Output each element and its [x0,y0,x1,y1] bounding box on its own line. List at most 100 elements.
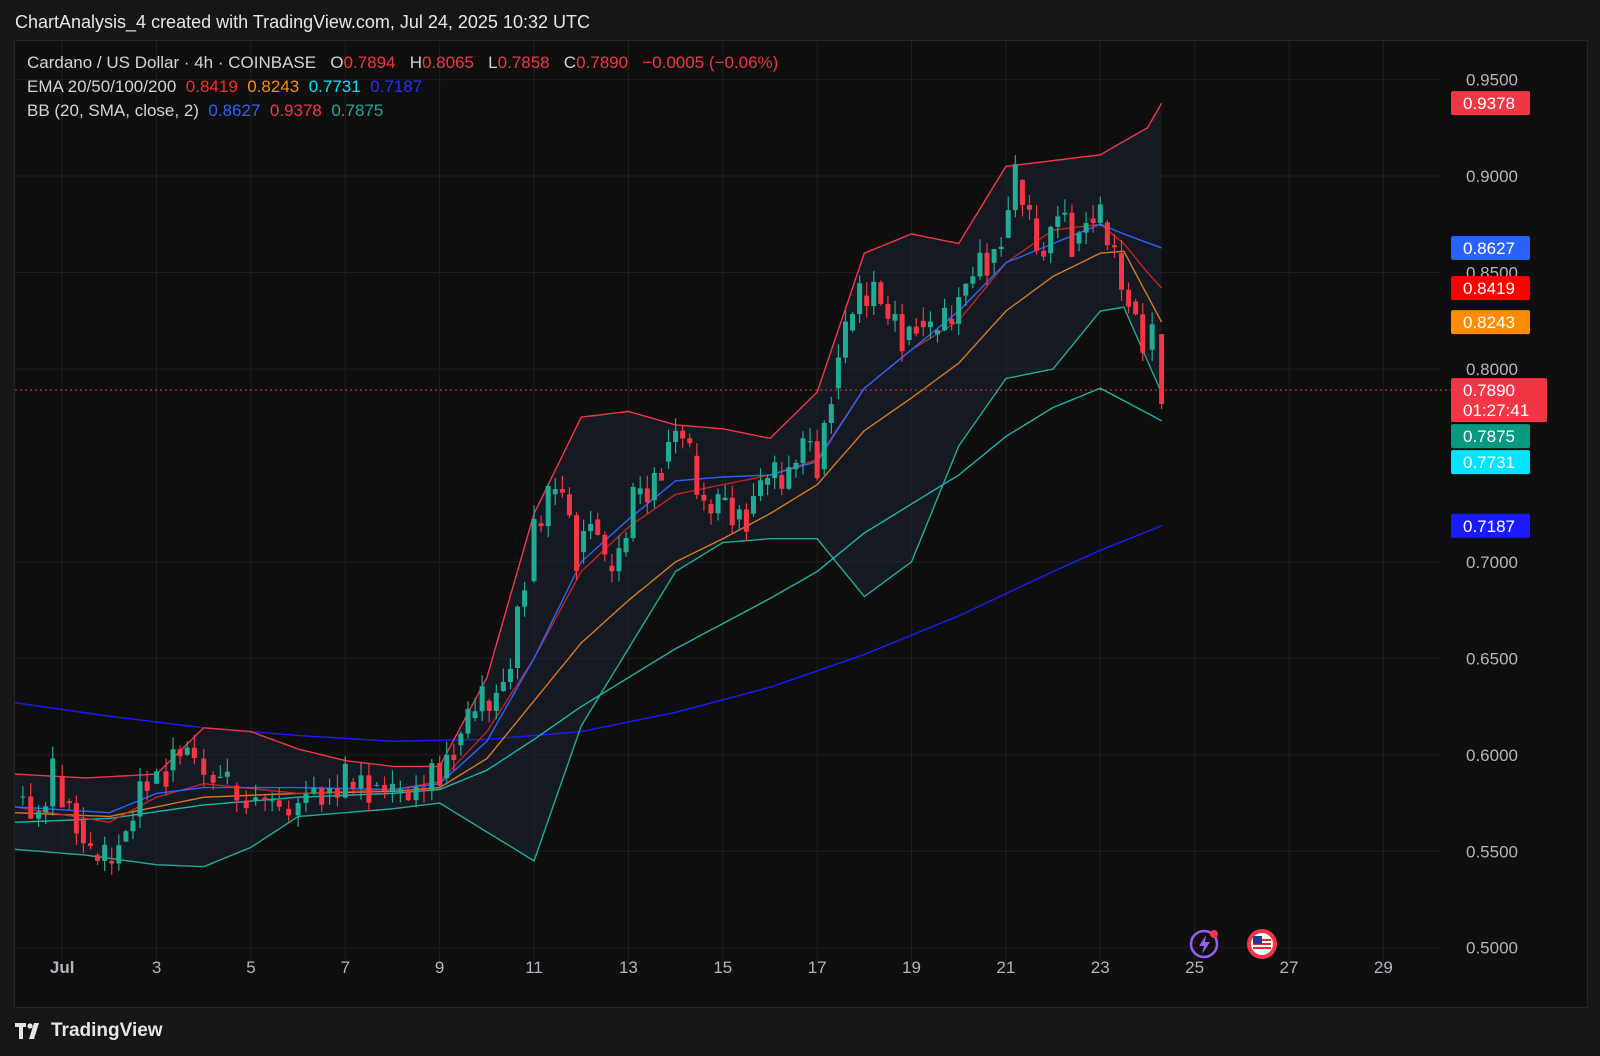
candle-body [1026,205,1032,210]
bb-lower-value: 0.7875 [331,101,384,120]
symbol-legend: Cardano / US Dollar · 4h · COINBASE O0.7… [27,53,778,73]
candle-body [73,803,79,834]
candle-down [286,800,292,822]
candle-up [977,239,983,280]
candle-body [779,475,785,489]
candle-up [545,483,551,538]
price-chart[interactable]: 0.50000.55000.60000.65000.70000.80000.85… [15,41,1587,1007]
candle-body [871,281,877,307]
price-tag-label: 0.7875 [1463,427,1515,446]
bb-basis-line [15,223,1162,814]
candle-up [389,770,395,803]
candle-up [522,581,528,617]
candle-body [1140,314,1146,353]
candle-up [507,658,513,690]
y-tick-label: 0.6000 [1466,746,1518,765]
candle-up [765,474,771,496]
close-label: C [563,53,577,72]
candle-body [109,860,115,864]
candle-body [1111,245,1117,248]
price-tag: 0.8419 [1451,276,1530,301]
ema-legend[interactable]: EMA 20/50/100/200 0.8419 0.8243 0.7731 0… [27,77,422,97]
candle-body [303,793,309,804]
candle-body [842,321,848,358]
candle-up [1097,196,1103,227]
x-tick-label: 7 [341,958,350,977]
price-tag-label: 0.8627 [1463,239,1515,258]
candle-down [920,307,926,337]
candle-down [687,433,693,448]
candle-body [694,455,700,495]
candle-down [437,755,443,787]
price-tag-label: 0.8243 [1463,313,1515,332]
low-value: 0.7858 [497,53,550,72]
ema100-value: 0.7731 [308,77,361,96]
candle-up [374,782,380,787]
candle-body [366,775,372,803]
candle-up [637,476,643,505]
candle-up [444,741,450,785]
us-flag-icon[interactable] [1245,927,1279,961]
candle-body [559,489,565,493]
candle-up [358,762,364,800]
y-tick-label: 0.5500 [1466,842,1518,861]
candle-down [87,832,93,850]
chart-panel[interactable]: 0.5000 0.5500 0.6000 0.6500 0.7000 0.8000 0.85… [14,40,1588,1008]
price-tag-label: 0.7187 [1463,517,1515,536]
price-tag-box [1451,513,1530,538]
candle-body [892,314,898,321]
candle-down [885,295,891,325]
candle-up [588,510,594,540]
candle-down [1118,239,1124,301]
candle-body [574,515,580,572]
candle-body [191,747,197,759]
candle-up [842,310,848,364]
candle-up [20,786,26,806]
bb-label[interactable]: BB (20, SMA, close, 2) [27,101,199,120]
candle-body [545,485,551,527]
candle-body [637,488,643,495]
price-tag-box [1451,450,1530,475]
candle-body [43,806,49,813]
candle-body [998,246,1004,250]
candle-body [630,486,636,539]
candle-body [311,787,317,794]
candle-down [163,758,169,796]
price-tag-label: 0.9378 [1463,94,1515,113]
candle-down [1019,179,1025,217]
candle-up [786,455,792,491]
ema20-value: 0.8419 [185,77,238,96]
candle-body [1069,212,1075,257]
candle-body [163,771,169,787]
candle-body [1041,250,1047,257]
candle-up [217,764,223,779]
candle-down [694,443,700,500]
price-tag: 0.9378 [1451,91,1530,116]
candle-body [715,494,721,514]
candle-down [729,485,735,534]
candle-up [102,836,108,872]
candle-up [269,792,275,812]
candle-body [772,462,778,479]
candle-up [651,467,657,508]
candle-up [458,731,464,756]
candle-body [269,800,275,802]
bb-legend[interactable]: BB (20, SMA, close, 2) 0.8627 0.9378 0.7… [27,101,383,121]
symbol-name[interactable]: Cardano / US Dollar · 4h · COINBASE [27,53,317,72]
candle-body [602,534,608,555]
candle-down [609,553,615,583]
lightning-alert-icon[interactable] [1187,927,1221,961]
candle-up [722,485,728,501]
candle-down [421,775,427,803]
candle-up [472,698,478,722]
candle-down [949,305,955,331]
candle-body [899,314,905,352]
candle-down [95,853,101,866]
candle-body [934,330,940,335]
candle-body [1076,232,1082,244]
ema-label[interactable]: EMA 20/50/100/200 [27,77,177,96]
candle-up [500,668,506,692]
candle-up [828,396,834,434]
candle-body [680,430,686,439]
tradingview-brand[interactable]: TradingView [15,1020,163,1042]
